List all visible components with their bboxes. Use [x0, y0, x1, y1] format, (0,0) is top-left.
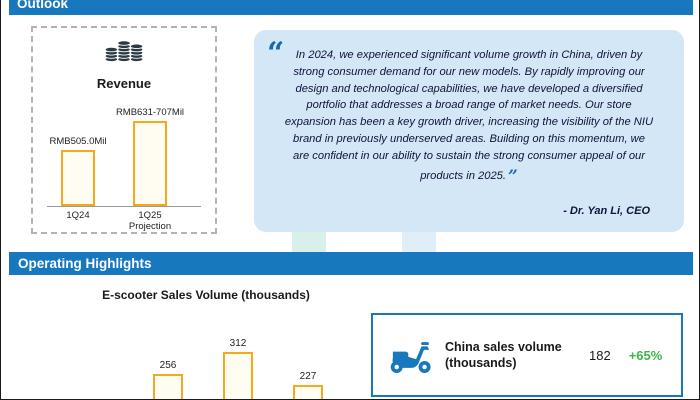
open-quote-icon: “	[267, 36, 285, 71]
outlook-banner-label: Outlook	[17, 0, 68, 11]
sales-bar	[153, 374, 183, 399]
sales-bar-label: 227	[299, 371, 317, 382]
coins-icon	[104, 40, 144, 62]
china-sales-delta: +65%	[628, 347, 663, 363]
outlook-banner: Outlook	[9, 0, 693, 15]
sales-bar-label: 256	[159, 360, 177, 371]
revenue-bar-1q25-projection	[133, 121, 167, 206]
revenue-chart-axis	[47, 206, 201, 207]
ceo-quote-text: In 2024, we experienced significant volu…	[284, 47, 654, 190]
sales-bar	[293, 385, 323, 399]
revenue-bar-1q24	[61, 150, 95, 206]
operating-highlights-label: Operating Highlights	[18, 256, 152, 271]
revenue-bar-value-label: RMB505.0Mil	[49, 136, 107, 147]
quote-attribution: - Dr. Yan Li, CEO	[563, 205, 650, 217]
operating-highlights-banner: Operating Highlights	[9, 252, 693, 275]
scooter-icon	[390, 342, 431, 373]
sales-bar	[223, 352, 253, 399]
sales-chart-title: E-scooter Sales Volume (thousands)	[102, 288, 310, 302]
revenue-category-label: 1Q24	[66, 210, 90, 221]
china-sales-label: China sales volume (thousands)	[445, 339, 562, 370]
china-sales-value: 182	[589, 347, 611, 363]
sales-bar-label: 312	[229, 338, 247, 349]
revenue-card-title: Revenue	[96, 76, 152, 91]
revenue-card: Revenue RMB505.0Mil RMB631-707Mil 1Q24 1…	[31, 26, 217, 234]
ceo-quote-box: “ In 2024, we experienced significant vo…	[254, 30, 684, 232]
revenue-bar-value-label: RMB631-707Mil	[115, 107, 185, 118]
china-sales-box: China sales volume (thousands) 182 +65%	[371, 313, 683, 397]
close-quote-icon: ”	[508, 166, 518, 187]
revenue-category-label: 1Q25 Projection	[128, 210, 172, 232]
quote-body: In 2024, we experienced significant volu…	[284, 49, 654, 182]
